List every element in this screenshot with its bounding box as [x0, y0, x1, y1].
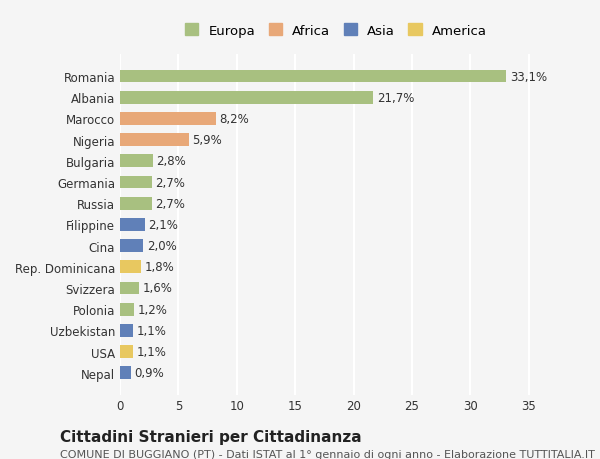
Text: 33,1%: 33,1%	[510, 70, 547, 84]
Text: 0,9%: 0,9%	[134, 366, 164, 380]
Bar	[120, 282, 139, 295]
Text: 1,8%: 1,8%	[145, 261, 174, 274]
Text: 2,8%: 2,8%	[156, 155, 186, 168]
Bar	[120, 346, 133, 358]
Text: 21,7%: 21,7%	[377, 91, 414, 105]
Bar	[120, 218, 145, 231]
Bar	[120, 92, 373, 104]
Text: 1,6%: 1,6%	[142, 282, 172, 295]
Text: 2,0%: 2,0%	[147, 240, 176, 252]
Bar	[120, 303, 134, 316]
Bar	[120, 155, 152, 168]
Bar	[120, 176, 152, 189]
Text: 2,7%: 2,7%	[155, 176, 185, 189]
Text: 1,2%: 1,2%	[137, 303, 167, 316]
Text: 5,9%: 5,9%	[193, 134, 222, 147]
Text: 1,1%: 1,1%	[136, 345, 166, 358]
Text: 1,1%: 1,1%	[136, 324, 166, 337]
Bar	[120, 325, 133, 337]
Bar	[120, 240, 143, 252]
Legend: Europa, Africa, Asia, America: Europa, Africa, Asia, America	[178, 17, 494, 44]
Bar	[120, 134, 189, 147]
Text: Cittadini Stranieri per Cittadinanza: Cittadini Stranieri per Cittadinanza	[60, 429, 362, 444]
Bar	[120, 367, 131, 379]
Text: 2,1%: 2,1%	[148, 218, 178, 231]
Text: 2,7%: 2,7%	[155, 197, 185, 210]
Bar	[120, 113, 216, 125]
Bar	[120, 197, 152, 210]
Bar	[120, 71, 506, 83]
Bar	[120, 261, 141, 274]
Text: COMUNE DI BUGGIANO (PT) - Dati ISTAT al 1° gennaio di ogni anno - Elaborazione T: COMUNE DI BUGGIANO (PT) - Dati ISTAT al …	[60, 449, 595, 459]
Text: 8,2%: 8,2%	[219, 112, 249, 126]
